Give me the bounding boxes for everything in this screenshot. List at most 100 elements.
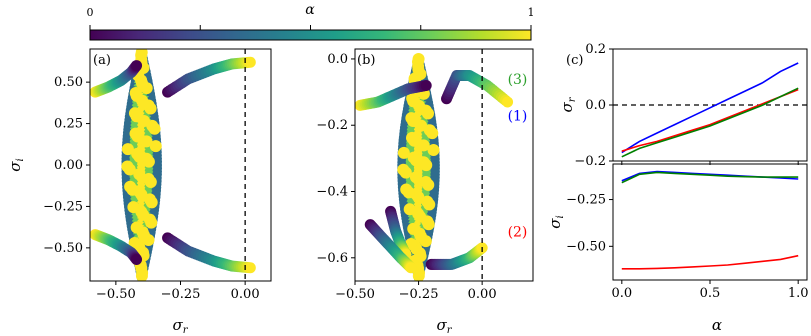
series-line xyxy=(621,62,799,154)
eigenvalue-point xyxy=(412,269,425,281)
eigenvalue-point xyxy=(142,155,155,168)
eigenvalue-point xyxy=(412,63,425,76)
colorbar-ticks xyxy=(89,25,532,30)
eigenvalue-point xyxy=(410,154,423,167)
colorbar-label: α xyxy=(305,2,315,18)
eigenvalue-point xyxy=(131,130,144,143)
x-tick-label: 0.0 xyxy=(611,286,632,301)
x-tick-label: 1.0 xyxy=(788,286,809,301)
eigenvalue-point xyxy=(136,77,149,90)
eigenvalue-point xyxy=(130,89,143,102)
eigenvalue-point xyxy=(414,102,427,115)
eigenvalue-point xyxy=(127,201,140,214)
panel-b-marks xyxy=(355,49,514,281)
y-tick-label: −0.6 xyxy=(316,251,348,266)
panel-a-marks xyxy=(90,49,256,281)
eigenvalue-point xyxy=(397,146,410,159)
eigenvalue-point xyxy=(408,134,421,147)
x-tick-label: −0.25 xyxy=(161,287,201,302)
x-tick-label: 0.5 xyxy=(700,286,721,301)
eigenvalue-point xyxy=(148,122,161,135)
y-tick-label: −0.2 xyxy=(574,154,606,169)
series-line xyxy=(621,88,799,152)
panel-c-bottom-ylabel: σi xyxy=(546,215,566,228)
eigenvalue-point xyxy=(414,230,427,243)
panel-b-annotations: (3) (1) (2) xyxy=(508,72,528,240)
x-tick-label: −0.50 xyxy=(335,287,375,302)
eigenvalue-point xyxy=(128,236,141,249)
eigenvalue-point xyxy=(420,79,432,91)
eigenvalue-point xyxy=(131,60,143,72)
eigenvalue-point xyxy=(407,114,420,127)
eigenvalue-point xyxy=(137,229,150,242)
eigenvalue-point xyxy=(405,262,417,274)
panel-c-bottom-marks xyxy=(621,170,799,270)
eigenvalue-point xyxy=(133,150,146,163)
y-tick-label: 0.25 xyxy=(54,117,83,132)
eigenvalue-point xyxy=(423,198,436,211)
eigenvalue-point xyxy=(131,253,143,265)
eigenvalue-point xyxy=(403,203,416,216)
series-line xyxy=(621,87,799,158)
eigenvalue-point xyxy=(149,140,162,153)
eigenvalue-point xyxy=(140,135,153,148)
eigenvalue-point xyxy=(137,97,150,110)
branch-annotation: (2) xyxy=(508,224,528,240)
eigenvalue-point xyxy=(399,166,412,179)
panel-c-top: −0.2 0.0 0.2 (c) σr xyxy=(558,42,808,169)
eigenvalue-point xyxy=(137,208,150,221)
eigenvalue-point xyxy=(412,191,425,204)
y-tick-label: 0.0 xyxy=(585,98,606,113)
eigenvalue-point xyxy=(407,95,420,108)
panel-b-xlabel: σr xyxy=(436,316,452,336)
panel-c-top-axes: −0.2 0.0 0.2 xyxy=(574,42,799,169)
eigenvalue-point xyxy=(145,216,158,229)
eigenvalue-point xyxy=(409,171,422,184)
eigenvalue-point xyxy=(402,186,415,199)
panel-a-xlabel: σr xyxy=(172,316,188,336)
eigenvalue-point xyxy=(407,222,420,235)
y-tick-label: 0.0 xyxy=(327,52,348,67)
eigenvalue-point xyxy=(244,56,256,68)
panel-c-top-marks xyxy=(613,62,807,158)
eigenvalue-point xyxy=(145,196,158,209)
branch-annotation: (3) xyxy=(508,72,528,88)
eigenvalue-point xyxy=(427,144,440,157)
panel-c-bottom: 0.0 0.5 1.0 −0.25 −0.50 σi α xyxy=(546,163,809,334)
eigenvalue-point xyxy=(144,176,157,189)
eigenvalue-point xyxy=(426,127,439,140)
x-tick-label: 0.00 xyxy=(468,287,497,302)
y-tick-label: −0.4 xyxy=(316,185,348,200)
eigenvalue-point xyxy=(130,110,143,123)
colorbar-max-label: 1 xyxy=(528,6,535,19)
y-tick-label: 0.50 xyxy=(54,75,83,90)
panel-a-axes: −0.50 −0.25 0.00 −0.50 −0.25 0.00 0.25 0.50 xyxy=(43,75,259,302)
eigenvalue-point xyxy=(123,163,136,176)
panel-b-frame xyxy=(354,48,534,282)
series-line xyxy=(621,171,799,184)
colorbar: α 0 1 xyxy=(87,2,535,41)
panel-b-label: (b) xyxy=(357,53,375,68)
panel-c-bottom-axes: 0.0 0.5 1.0 −0.25 −0.50 xyxy=(566,193,808,301)
panel-c-top-ylabel: σr xyxy=(558,96,578,112)
eigenvalue-point xyxy=(414,250,427,263)
eigenvalue-point xyxy=(133,168,146,181)
x-tick-label: 0.00 xyxy=(231,287,260,302)
eigenvalue-point xyxy=(417,139,430,152)
panel-a: −0.50 −0.25 0.00 −0.50 −0.25 0.00 0.25 0.50 (a)… xyxy=(6,48,272,336)
eigenvalue-point xyxy=(422,178,435,191)
panel-a-ylabel: σi xyxy=(6,158,26,171)
x-tick-label: −0.50 xyxy=(96,287,136,302)
eigenvalue-point xyxy=(135,269,148,281)
eigenvalue-point xyxy=(121,143,134,156)
y-tick-label: −0.25 xyxy=(43,199,83,214)
panel-a-label: (a) xyxy=(93,53,111,68)
series-line xyxy=(621,254,799,270)
eigenvalue-point xyxy=(135,188,148,201)
eigenvalue-point xyxy=(126,183,139,196)
panel-b-axes: −0.50 −0.25 0.00 0.0 −0.2 −0.4 −0.6 xyxy=(316,52,496,302)
y-tick-label: −0.2 xyxy=(316,118,348,133)
colorbar-min-label: 0 xyxy=(87,6,94,19)
eigenvalue-point xyxy=(244,262,256,274)
